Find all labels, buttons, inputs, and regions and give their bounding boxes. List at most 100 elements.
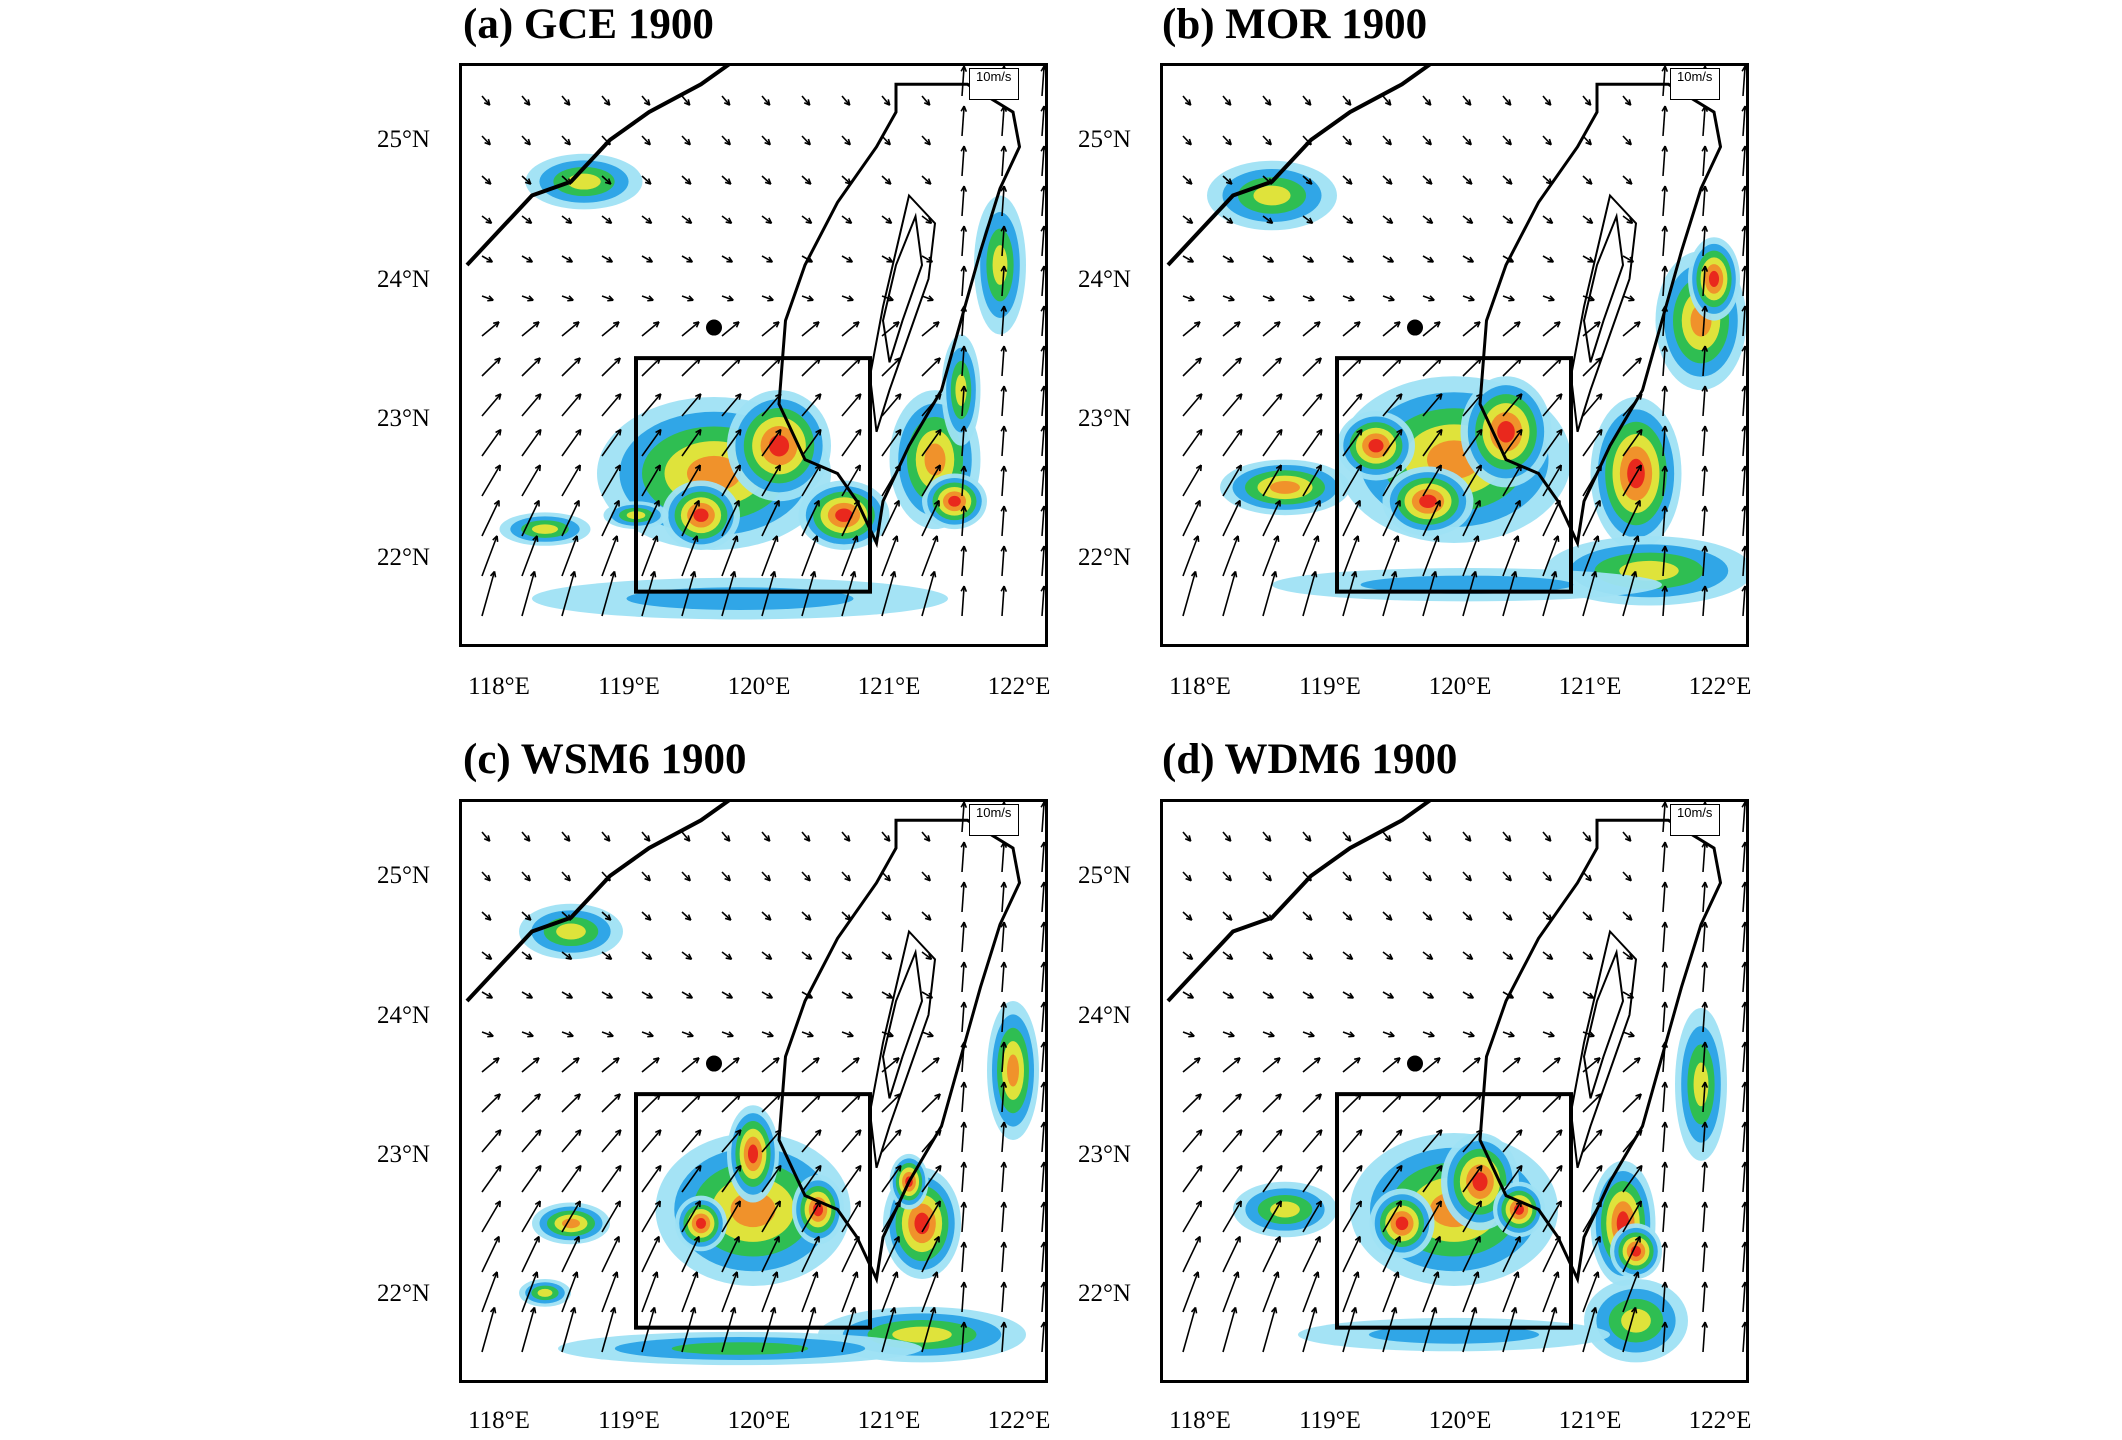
wind-arrow (561, 295, 574, 301)
wind-arrow (1542, 831, 1552, 842)
wind-arrowhead (1548, 295, 1555, 302)
wind-arrowhead (1000, 1201, 1008, 1208)
wind-arrow (841, 1200, 861, 1233)
wind-arrowhead (1545, 874, 1552, 882)
wind-arrow (1422, 1031, 1435, 1037)
terrain-contour (1582, 212, 1625, 363)
wind-arrow (761, 464, 781, 497)
wind-arrow (1582, 831, 1592, 842)
wind-arrow (1502, 911, 1513, 921)
wind-arrow (481, 175, 492, 185)
wind-arrow (921, 393, 942, 417)
wind-arrowhead (1315, 464, 1323, 472)
wind-arrowhead (644, 914, 652, 921)
wind-arrow (1001, 922, 1005, 953)
wind-arrowhead (603, 835, 611, 842)
wind-arrow (881, 464, 901, 497)
wind-arrowhead (1315, 1200, 1323, 1208)
wind-arrow (841, 295, 854, 301)
wind-arrowhead (844, 914, 852, 921)
wind-arrow (481, 393, 502, 417)
wind-arrowhead (494, 464, 502, 472)
wind-arrowhead (1425, 874, 1432, 882)
lon-label: 122°E (987, 673, 1051, 700)
wind-arrowhead (643, 835, 651, 842)
wind-arrow (801, 1129, 822, 1153)
lat-label: 22°N (1077, 544, 1131, 571)
wind-arrow (1302, 831, 1312, 842)
wind-arrow (1382, 464, 1402, 497)
wind-arrowhead (1356, 1164, 1363, 1172)
wind-arrow (1222, 991, 1234, 999)
wind-arrowhead (934, 1093, 941, 1100)
wind-arrowhead (1040, 1121, 1045, 1128)
wind-arrow (961, 106, 965, 137)
wind-arrowhead (1467, 992, 1475, 999)
wind-arrowhead (1276, 393, 1283, 400)
wind-arrowhead (494, 357, 501, 364)
wind-arrow (1302, 255, 1314, 263)
wind-arrowhead (1476, 428, 1483, 436)
wind-arrowhead (655, 393, 662, 400)
wind-arrowhead (485, 217, 493, 225)
wind-arrow (681, 1057, 700, 1073)
wind-arrow (1302, 991, 1314, 999)
wind-arrowhead (812, 1271, 819, 1278)
wind-arrowhead (1434, 321, 1441, 328)
wind-arrowhead (1388, 1031, 1395, 1038)
wind-arrow (1582, 321, 1601, 337)
wind-arrow (1422, 175, 1433, 185)
wind-arrow (841, 1129, 862, 1153)
wind-arrowhead (1595, 1200, 1603, 1208)
wind-arrowhead (932, 1271, 939, 1278)
wind-arrow (1182, 871, 1192, 882)
wind-arrowhead (1000, 585, 1008, 592)
wind-arrow (1302, 175, 1313, 185)
terrain-contour (868, 929, 937, 1169)
wind-arrowhead (649, 1306, 657, 1314)
wind-arrow (841, 571, 856, 617)
wind-arrowhead (492, 535, 499, 542)
wind-arrowhead (574, 357, 581, 364)
wind-arrowhead (1475, 464, 1483, 472)
wind-arrowhead (1701, 1001, 1709, 1008)
wind-arrowhead (1510, 1306, 1518, 1314)
wind-arrow (1742, 1162, 1746, 1193)
wind-arrow (841, 95, 851, 106)
wind-arrow (1622, 357, 1642, 377)
wind-arrow (1542, 571, 1557, 617)
wind-arrowhead (1305, 914, 1313, 921)
wind-arrow (841, 831, 851, 842)
wind-arrowhead (685, 217, 693, 225)
wind-arrowhead (573, 1235, 580, 1243)
wind-arrow (1502, 951, 1514, 960)
wind-arrow (1462, 831, 1472, 842)
wind-arrowhead (1474, 499, 1481, 507)
wind-arrow (721, 871, 731, 882)
wind-arrow (1422, 95, 1432, 106)
wind-arrow (1502, 215, 1514, 224)
wind-arrow (1041, 1162, 1045, 1193)
wind-arrowhead (1701, 145, 1709, 152)
wind-arrow (1422, 1057, 1441, 1073)
wind-arrow (1382, 135, 1392, 146)
wind-arrow (1542, 1165, 1563, 1193)
wind-arrow (1302, 951, 1314, 960)
wind-arrowhead (1040, 921, 1045, 928)
wind-arrowhead (1264, 835, 1272, 842)
wind-arrow (1302, 1057, 1321, 1073)
wind-arrow (681, 1236, 700, 1273)
wind-arrowhead (484, 178, 492, 185)
wind-arrow (1742, 962, 1746, 993)
wind-arrowhead (1233, 535, 1240, 542)
wind-arrowhead (1186, 953, 1194, 961)
wind-arrow (1542, 1093, 1562, 1113)
lon-label: 119°E (1299, 673, 1361, 700)
wind-arrowhead (1355, 1200, 1363, 1208)
wind-arrow (1302, 321, 1321, 337)
wind-arrow (561, 321, 580, 337)
wind-arrowhead (805, 953, 813, 961)
wind-arrowhead (1596, 428, 1603, 436)
wind-arrow (921, 1236, 940, 1273)
wind-arrowhead (1661, 545, 1669, 552)
